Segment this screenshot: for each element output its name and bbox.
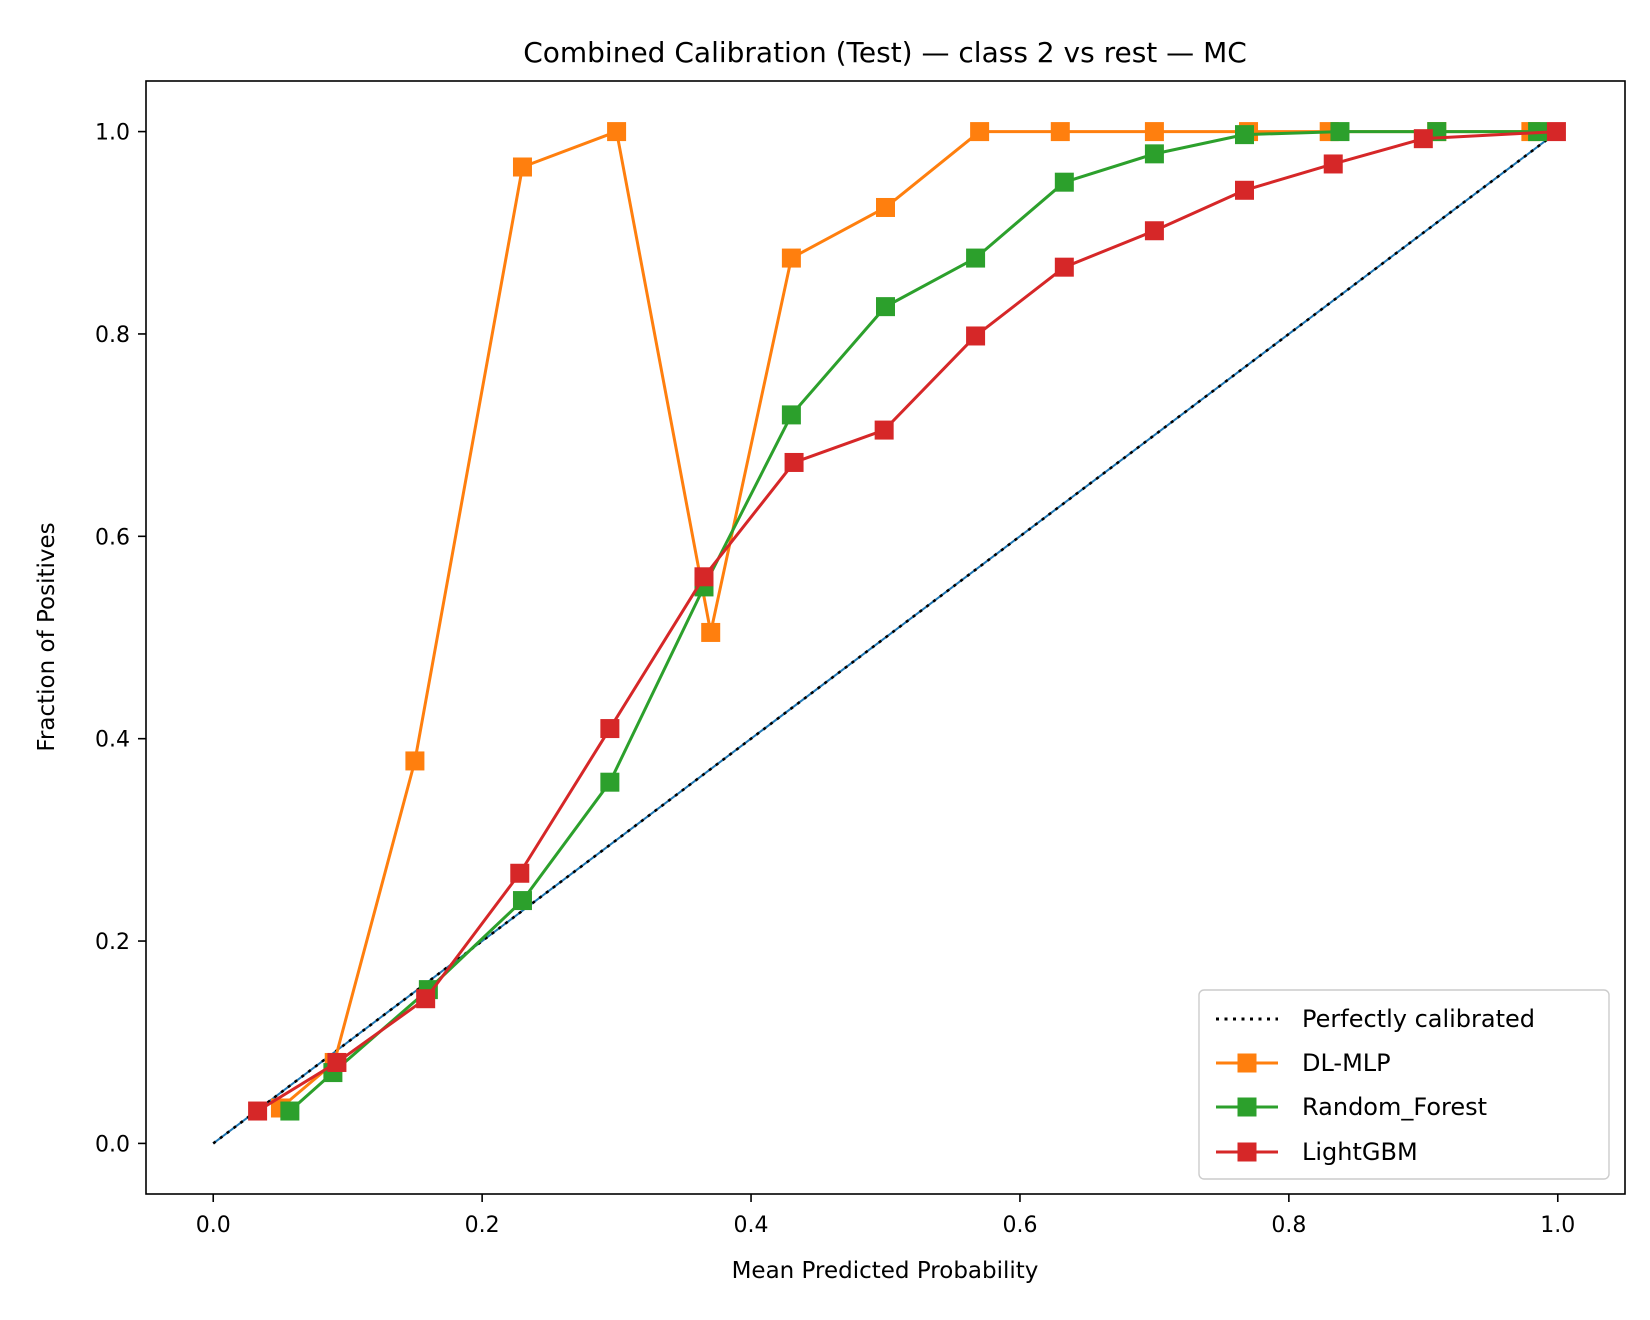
y-tick-label: 0.4 [95,728,130,753]
data-point-random-forest [966,248,986,268]
data-point-dl-mlp [607,122,627,142]
data-point-dl-mlp [1144,122,1164,142]
data-point-dl-mlp [512,157,532,177]
x-tick-label: 0.2 [465,1213,500,1238]
data-point-random-forest [1144,144,1164,164]
y-axis-label: Fraction of Positives [34,522,60,751]
x-axis-label: Mean Predicted Probability [732,1258,1039,1284]
legend-label-reference: Perfectly calibrated [1302,1005,1535,1033]
data-point-lightgbm [1054,257,1074,277]
data-point-random-forest [1330,122,1350,142]
data-point-random-forest [781,405,801,425]
legend: Perfectly calibrated DL-MLP Random_Fores… [1198,989,1610,1180]
data-point-random-forest [600,772,620,792]
data-point-dl-mlp [970,122,990,142]
data-point-lightgbm [1144,221,1164,241]
x-axis: 0.0 0.2 0.4 0.6 0.8 1.0 [196,1194,1575,1238]
chart-title: Combined Calibration (Test) — class 2 vs… [523,36,1247,69]
data-point-lightgbm [248,1101,268,1121]
y-tick-label: 0.8 [95,323,130,348]
data-point-lightgbm [600,719,620,739]
legend-marker-lightgbm [1237,1142,1257,1162]
legend-label-dl-mlp: DL-MLP [1302,1049,1391,1077]
data-point-lightgbm [694,567,714,587]
y-axis: 0.0 0.2 0.4 0.6 0.8 1.0 [95,121,146,1157]
data-point-lightgbm [784,452,804,472]
legend-label-lightgbm: LightGBM [1302,1138,1418,1166]
y-tick-label: 1.0 [95,121,130,146]
x-tick-label: 0.0 [196,1213,231,1238]
reference-layer [212,130,1559,1145]
data-point-dl-mlp [405,751,425,771]
data-point-random-forest [280,1101,300,1121]
data-point-random-forest [512,891,532,911]
y-tick-label: 0.0 [95,1132,130,1157]
legend-frame [1198,989,1610,1180]
reference-underlay-line [212,130,1559,1145]
legend-label-random-forest: Random_Forest [1302,1093,1487,1121]
legend-marker-dl-mlp [1237,1053,1257,1073]
data-point-lightgbm [1234,180,1254,200]
y-tick-label: 0.2 [95,930,130,955]
series-layer [248,122,1566,1121]
data-point-random-forest [1234,125,1254,145]
data-point-lightgbm [510,863,530,883]
data-point-dl-mlp [876,197,895,217]
data-point-dl-mlp [1050,122,1070,142]
data-point-lightgbm [1323,154,1343,174]
x-tick-label: 0.4 [734,1213,769,1238]
plot-frame [145,80,1626,1195]
data-point-lightgbm [1546,122,1566,142]
data-point-lightgbm [874,420,894,440]
data-point-lightgbm [416,989,436,1009]
data-point-random-forest [876,297,895,317]
data-point-lightgbm [1413,129,1433,149]
x-tick-label: 0.8 [1271,1213,1306,1238]
data-point-lightgbm [327,1052,347,1072]
x-tick-label: 0.6 [1002,1213,1037,1238]
data-point-dl-mlp [701,622,721,642]
y-tick-label: 0.6 [95,525,130,550]
data-point-random-forest [1054,172,1074,192]
series-lightgbm [248,122,1566,1121]
data-point-lightgbm [966,326,986,346]
legend-marker-random-forest [1237,1097,1257,1117]
data-point-dl-mlp [781,248,801,268]
x-tick-label: 1.0 [1540,1213,1575,1238]
